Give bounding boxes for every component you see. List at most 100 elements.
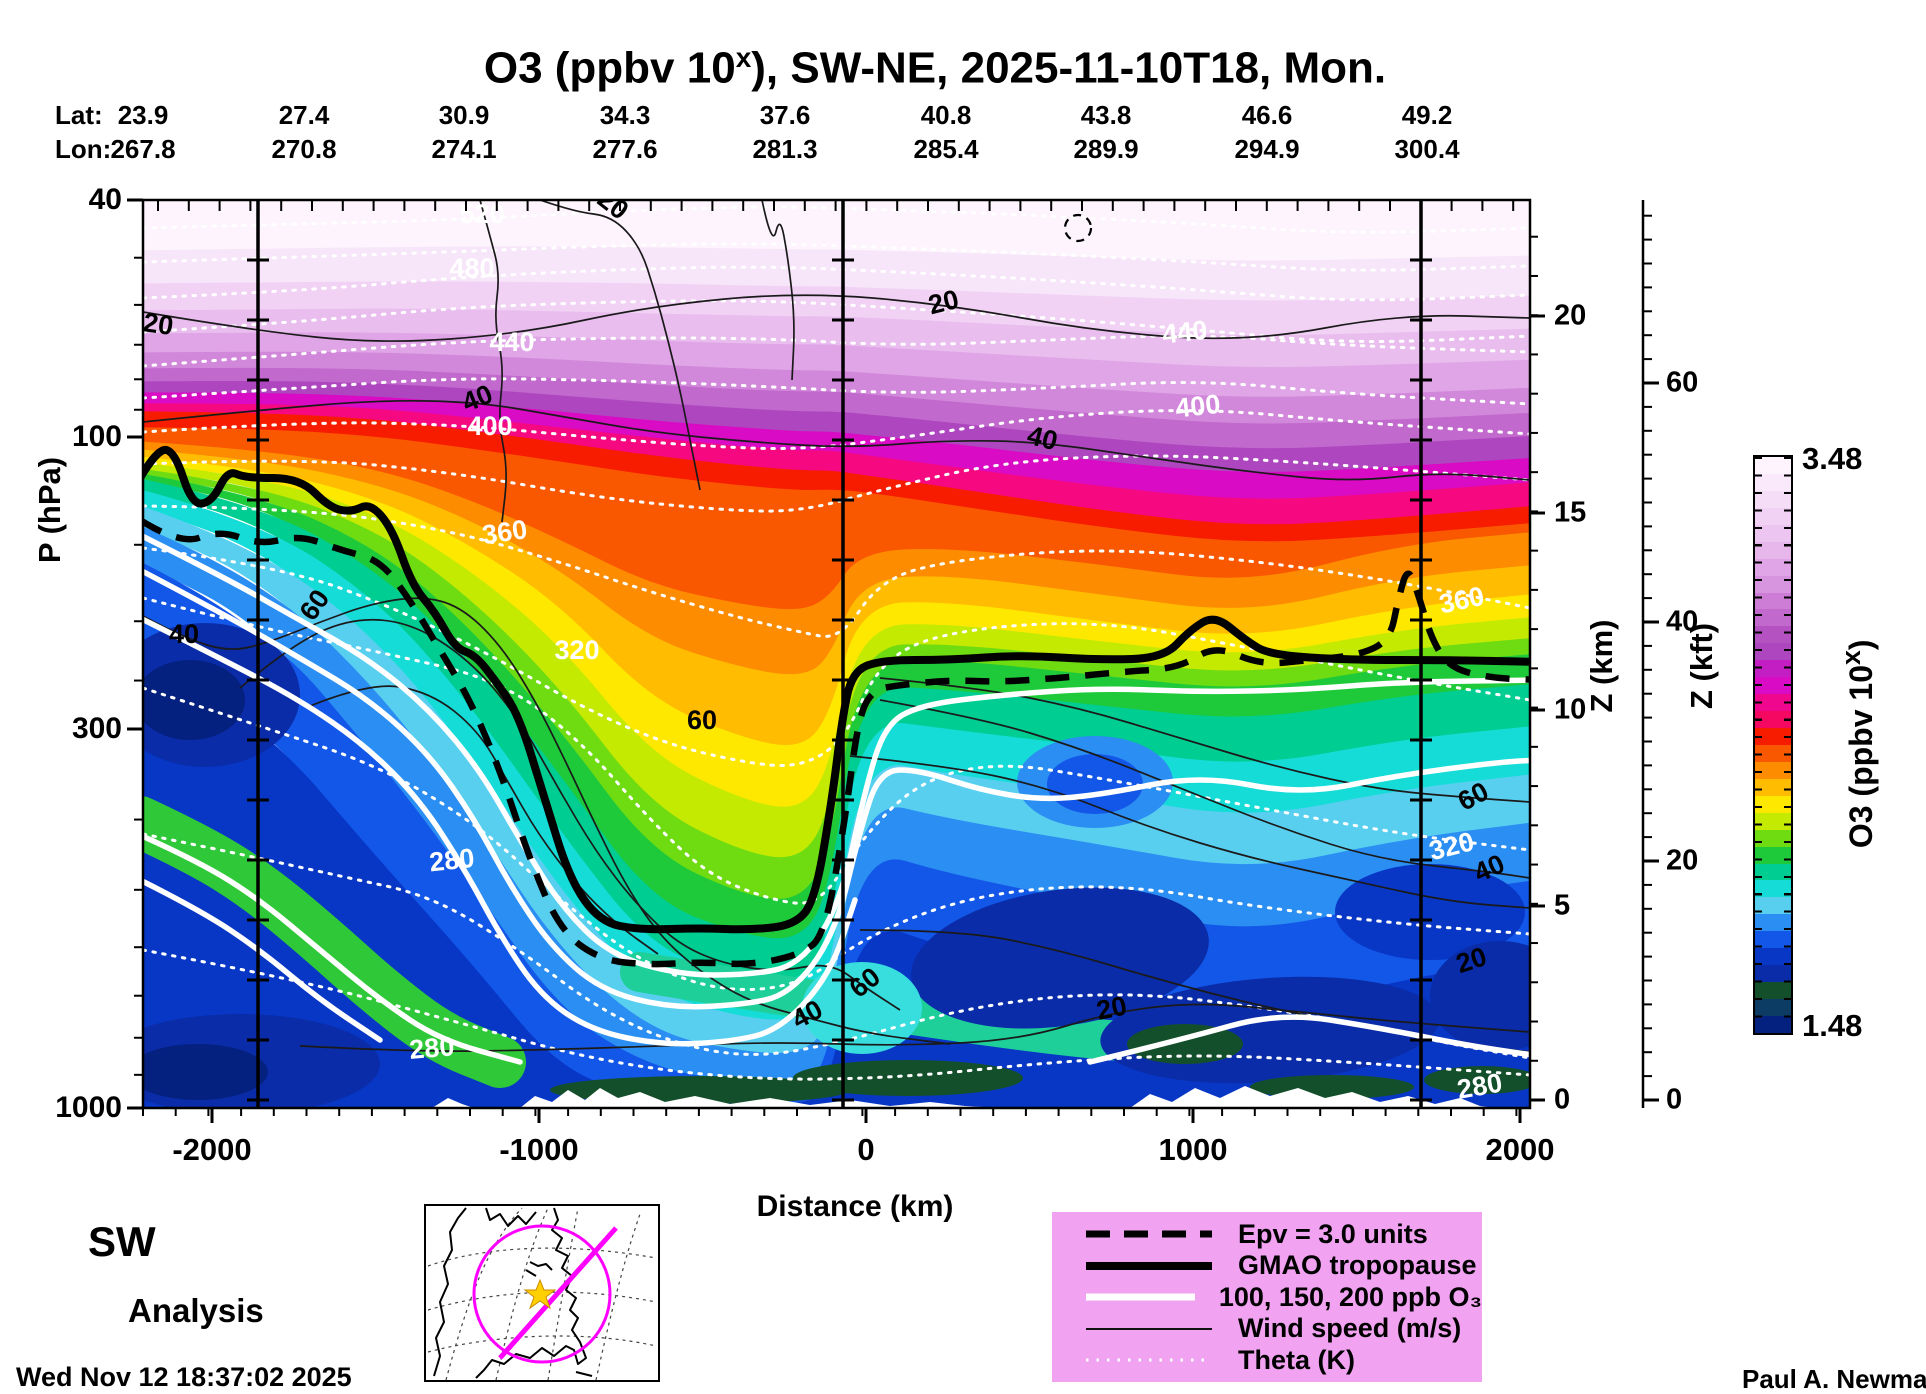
- distance-axis-label: Distance (km): [756, 1190, 954, 1223]
- pressure-axis-label: P (hPa): [32, 456, 67, 564]
- contour-label: 440: [489, 327, 534, 357]
- distance-tick-label: 0: [857, 1132, 875, 1167]
- colorbar-segment: [1755, 524, 1791, 542]
- inset-transect-line: [498, 1226, 618, 1360]
- epv-line: [143, 518, 1530, 968]
- page-title: O3 (ppbv 10x), SW-NE, 2025-11-10T18, Mon…: [484, 42, 1386, 94]
- z-kft-tick-label: 0: [1666, 1083, 1683, 1116]
- lon-value: 285.4: [913, 134, 979, 164]
- z-km-tick-label: 5: [1554, 889, 1571, 922]
- title-superscript: x: [735, 42, 752, 73]
- lon-value: 267.8: [110, 134, 176, 164]
- colorbar-segment: [1755, 473, 1791, 491]
- z-kft-tick-label: 60: [1666, 366, 1699, 399]
- legend-item-tropopause: GMAO tropopause: [1052, 1250, 1482, 1281]
- colorbar-segment: [1755, 660, 1791, 678]
- colorbar-segment: [1755, 761, 1791, 779]
- legend-line-sample-wind: [1086, 1327, 1212, 1330]
- colorbar-segment: [1755, 643, 1791, 661]
- legend-item-wind: Wind speed (m/s): [1052, 1313, 1482, 1344]
- contour-label: 40: [169, 619, 199, 649]
- lon-row-label: Lon:: [55, 134, 112, 164]
- contour-label: 280: [428, 843, 476, 878]
- contour-label: 360: [480, 514, 529, 550]
- contour-label: 440: [1161, 315, 1209, 350]
- colorbar-segment: [1755, 457, 1791, 474]
- legend: Epv = 3.0 units GMAO tropopause 100, 150, …: [1052, 1212, 1482, 1382]
- legend-line-sample-theta: [1086, 1358, 1212, 1362]
- title-prefix: O3 (ppbv 10: [483, 43, 736, 93]
- colorbar-segment: [1755, 795, 1791, 813]
- colorbar-segment: [1755, 999, 1791, 1016]
- legend-label: Wind speed (m/s): [1238, 1313, 1462, 1343]
- lon-row: 267.8 270.8 274.1 277.6 281.3 285.4 289.9 294.9…: [0, 134, 1926, 164]
- contour-label: 280: [408, 1031, 456, 1065]
- colorbar-label-sup: x: [1836, 650, 1867, 665]
- legend-label: Epv = 3.0 units: [1238, 1218, 1428, 1249]
- contour-label: 480: [449, 253, 494, 283]
- z-km-tick-label: 0: [1554, 1083, 1571, 1116]
- contour-label: 400: [467, 411, 512, 441]
- colorbar-segment: [1755, 558, 1791, 576]
- colorbar-label-prefix: O3 (ppbv 10: [1842, 665, 1879, 849]
- legend-line-sample-o3-white: [1086, 1293, 1195, 1301]
- legend-line-sample-tropopause: [1086, 1261, 1212, 1270]
- colorbar-segment: [1755, 948, 1791, 966]
- colorbar-min: 1.48: [1802, 1008, 1863, 1043]
- colorbar-segment: [1755, 846, 1791, 864]
- colorbar-segment: [1755, 677, 1791, 695]
- distance-tick-label: -1000: [499, 1132, 579, 1167]
- colorbar-segment: [1755, 609, 1791, 627]
- colorbar-segment: [1755, 694, 1791, 712]
- tropopause-line: [143, 445, 1530, 934]
- credit: Paul A. Newman (NASA: [1742, 1364, 1926, 1394]
- lat-value: 46.6: [1241, 100, 1293, 130]
- legend-item-epv-dash: Epv = 3.0 units: [1052, 1219, 1482, 1250]
- legend-item-o3-white: 100, 150, 200 ppb O₃: [1052, 1282, 1482, 1313]
- lon-value: 274.1: [431, 134, 497, 164]
- colorbar-max: 3.48: [1802, 441, 1863, 476]
- analysis-label: Analysis: [128, 1292, 264, 1329]
- sw-corner-label: SW: [88, 1218, 156, 1265]
- colorbar: [1753, 455, 1793, 1035]
- contour-label: 400: [1174, 389, 1222, 424]
- colorbar-segment: [1755, 778, 1791, 796]
- contour-label: 20: [925, 284, 961, 320]
- colorbar-segment: [1755, 965, 1791, 983]
- colorbar-segment: [1755, 880, 1791, 898]
- timestamp: Wed Nov 12 18:37:02 2025: [16, 1362, 352, 1392]
- distance-tick-label: 2000: [1485, 1132, 1555, 1167]
- distance-tick-label: 1000: [1158, 1132, 1228, 1167]
- colorbar-segment: [1755, 812, 1791, 830]
- colorbar-segment: [1755, 744, 1791, 762]
- inset-coastline: [433, 1207, 593, 1379]
- contour-label: 20: [141, 307, 175, 341]
- pressure-tick-label: 300: [71, 712, 122, 745]
- legend-item-theta: Theta (K): [1052, 1345, 1482, 1376]
- colorbar-segment: [1755, 490, 1791, 508]
- pressure-tick-label: 1000: [55, 1091, 122, 1124]
- lat-value: 49.2: [1401, 100, 1453, 130]
- colorbar-label: O3 (ppbv 10x): [1836, 604, 1880, 884]
- lon-value: 300.4: [1394, 134, 1460, 164]
- z-km-axis-label: Z (km): [1584, 619, 1619, 713]
- colorbar-segment: [1755, 1015, 1791, 1033]
- lon-value: 277.6: [592, 134, 658, 164]
- colorbar-right-ticks: [1784, 457, 1791, 1033]
- z-km-tick-label: 20: [1554, 299, 1587, 332]
- colorbar-segment: [1755, 829, 1791, 847]
- lat-value: 37.6: [759, 100, 811, 130]
- lat-row: 23.9 27.4 30.9 34.3 37.6 40.8 43.8 46.6 49.2: [0, 100, 1926, 130]
- colorbar-left-ticks: [1755, 457, 1762, 1033]
- z-km-tick-label: 10: [1554, 693, 1587, 726]
- pressure-tick-label: 40: [88, 183, 122, 216]
- colorbar-segment: [1755, 931, 1791, 949]
- colorbar-segment: [1755, 863, 1791, 881]
- lat-row-label: Lat:: [55, 100, 103, 130]
- lat-value: 43.8: [1080, 100, 1132, 130]
- lon-value: 294.9: [1234, 134, 1300, 164]
- inset-range-circle: [472, 1224, 612, 1364]
- distance-tick-label: -2000: [172, 1132, 252, 1167]
